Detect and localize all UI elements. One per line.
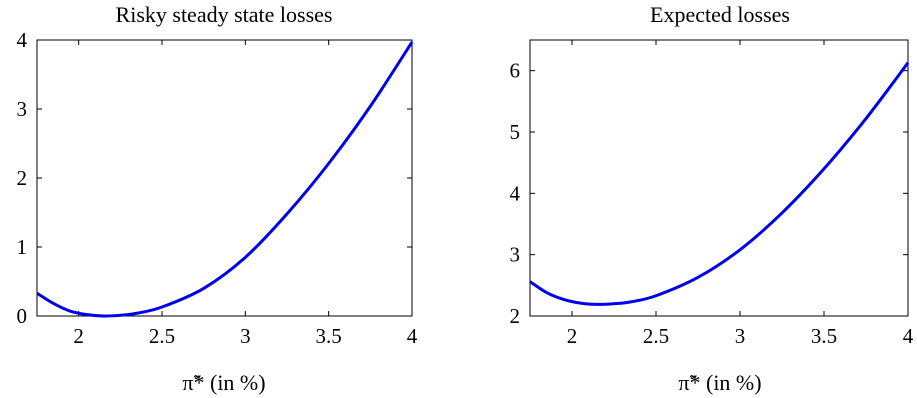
y-tick-label: 6 [510,59,521,83]
x-tick-label: 3 [240,324,251,348]
y-tick-label: 0 [17,304,28,328]
expected-losses-panel: Expected losses 2 2.5 3 3.5 4 2 3 4 5 6 π̃* (in %… [510,2,914,395]
x-axis-label: π̃* (in %) [182,370,265,395]
x-tick-label: 3.5 [811,324,837,348]
y-tick-label: 3 [17,97,28,121]
axis-ticks: 2 2.5 3 3.5 4 0 1 2 3 4 [17,28,418,348]
x-axis-label: π̃* (in %) [678,370,761,395]
x-tick-label: 4 [903,324,914,348]
x-tick-label: 2 [73,324,84,348]
y-tick-label: 2 [17,166,28,190]
chart-title: Risky steady state losses [116,2,333,27]
y-tick-label: 4 [17,28,28,52]
series-line-layer [36,41,414,318]
y-tick-label: 3 [510,243,521,267]
series-line-layer [529,61,910,306]
series-line [36,41,414,318]
axis-ticks: 2 2.5 3 3.5 4 2 3 4 5 6 [510,40,914,348]
y-tick-label: 5 [510,120,521,144]
x-tick-label: 3.5 [316,324,342,348]
x-tick-label: 2 [567,324,578,348]
y-tick-label: 2 [510,304,521,328]
y-tick-label: 1 [17,235,28,259]
x-tick-label: 4 [407,324,418,348]
x-tick-label: 2.5 [643,324,669,348]
y-tick-label: 4 [510,181,521,205]
x-tick-label: 2.5 [149,324,175,348]
x-tick-label: 3 [735,324,746,348]
chart-title: Expected losses [650,2,790,27]
series-line [529,61,910,306]
risky-steady-state-panel: Risky steady state losses 2 2.5 3 3.5 4 0 1 2 3 4… [17,2,418,395]
plot-area-frame [529,39,909,317]
